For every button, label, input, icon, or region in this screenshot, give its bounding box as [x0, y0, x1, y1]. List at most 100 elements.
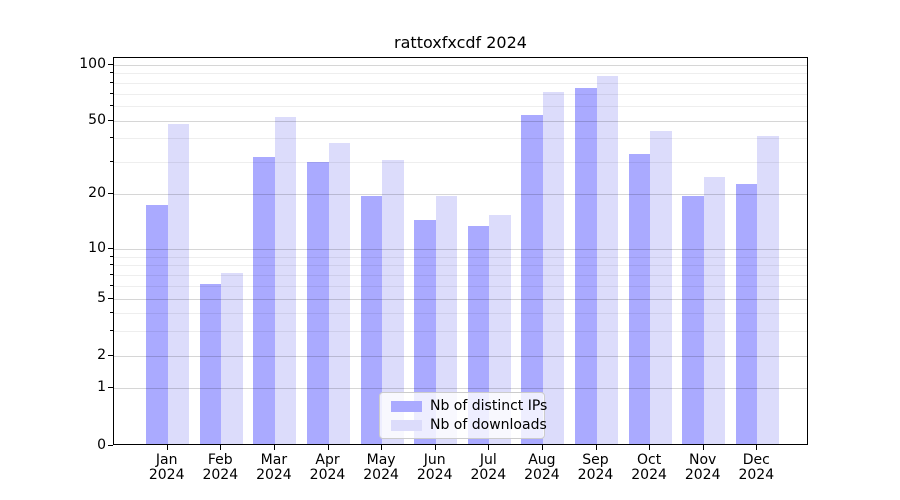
- x-tick-feb: [220, 445, 222, 450]
- x-tick-label-apr: Apr 2024: [296, 453, 360, 483]
- gridline-minor-4: [114, 312, 807, 314]
- x-tick-label-sep: Sep 2024: [564, 453, 628, 483]
- x-tick-label-may: May 2024: [349, 453, 413, 483]
- bar-apr-downloads: [328, 142, 350, 444]
- y-tick-20: [108, 193, 113, 194]
- bar-sep-downloads: [596, 76, 618, 444]
- y-tick-minor-70: [110, 92, 113, 94]
- x-tick-label-year-apr: 2024: [309, 467, 346, 483]
- x-tick-jun: [434, 445, 436, 450]
- gridline-minor-8: [114, 265, 807, 267]
- bar-oct-distinct-ips: [628, 154, 651, 444]
- y-tick-10: [108, 248, 113, 249]
- bar-jul-distinct-ips: [467, 226, 490, 444]
- bar-may-distinct-ips: [360, 196, 383, 444]
- gridline-major-2: [114, 356, 807, 357]
- x-tick-label-jul: Jul 2024: [456, 453, 520, 483]
- y-tick-1: [108, 386, 113, 388]
- legend: Nb of distinct IPs Nb of downloads: [379, 392, 547, 439]
- y-tick-minor-6: [110, 284, 113, 286]
- gridline-major-20: [114, 194, 807, 195]
- x-tick-label-oct: Oct 2024: [617, 453, 681, 483]
- legend-label-downloads: Nb of downloads: [430, 417, 547, 433]
- x-tick-label-year-jul: 2024: [470, 467, 507, 483]
- gridline-minor-60: [114, 105, 807, 107]
- bar-jul-downloads: [489, 214, 511, 444]
- x-tick-label-year-oct: 2024: [631, 467, 667, 483]
- bar-jan-downloads: [167, 123, 190, 444]
- y-tick-0: [108, 445, 113, 446]
- bar-jun-distinct-ips: [414, 220, 436, 444]
- x-tick-aug: [541, 445, 543, 450]
- x-tick-may: [381, 445, 383, 450]
- x-tick-nov: [702, 445, 704, 450]
- chart-title: rattoxfxcdf 2024: [394, 33, 527, 52]
- bar-aug-distinct-ips: [521, 115, 543, 444]
- y-tick-5: [108, 298, 113, 299]
- y-tick-label-0: 0: [97, 437, 106, 453]
- y-tick-2: [108, 355, 113, 356]
- bar-apr-distinct-ips: [307, 162, 329, 444]
- legend-item-downloads: Nb of downloads: [386, 417, 547, 433]
- x-tick-apr: [327, 445, 329, 450]
- gridline-minor-6: [114, 285, 807, 287]
- plot-area: [113, 57, 808, 445]
- bar-dec-downloads: [757, 136, 779, 444]
- bar-jan-distinct-ips: [146, 204, 168, 444]
- x-tick-label-year-feb: 2024: [202, 467, 239, 483]
- gridline-minor-9: [114, 256, 807, 258]
- bar-nov-distinct-ips: [682, 196, 704, 444]
- y-tick-minor-3: [110, 329, 113, 331]
- y-tick-minor-4: [110, 311, 113, 313]
- y-tick-100: [108, 64, 113, 65]
- y-tick-label-10: 10: [88, 240, 106, 256]
- gridline-minor-40: [114, 138, 807, 140]
- bar-feb-distinct-ips: [199, 283, 222, 444]
- x-tick-dec: [756, 445, 758, 450]
- gridline-minor-80: [114, 82, 807, 84]
- bar-feb-downloads: [221, 272, 243, 444]
- y-tick-minor-7: [110, 273, 113, 275]
- y-tick-minor-80: [110, 81, 113, 83]
- gridline-major-100: [114, 65, 807, 66]
- x-tick-label-mar: Mar 2024: [242, 453, 306, 483]
- gridline-major-50: [114, 120, 807, 122]
- y-tick-label-1: 1: [97, 378, 106, 395]
- x-tick-label-aug: Aug 2024: [510, 453, 574, 483]
- y-tick-label-5: 5: [97, 290, 106, 306]
- x-tick-label-year-nov: 2024: [684, 467, 721, 483]
- bar-dec-distinct-ips: [735, 184, 758, 444]
- x-tick-sep: [595, 445, 597, 450]
- x-tick-label-dec: Dec 2024: [724, 453, 788, 483]
- y-tick-label-2: 2: [97, 347, 106, 363]
- bar-mar-distinct-ips: [253, 156, 275, 444]
- legend-label-distinct-ips: Nb of distinct IPs: [430, 398, 548, 414]
- gridline-major-10: [114, 249, 807, 250]
- legend-item-distinct-ips: Nb of distinct IPs: [386, 398, 547, 414]
- y-tick-label-50: 50: [88, 111, 106, 128]
- gridline-minor-70: [114, 93, 807, 95]
- bar-aug-downloads: [542, 91, 565, 444]
- legend-swatch-downloads-icon: [391, 419, 422, 431]
- x-tick-label-feb: Feb 2024: [188, 453, 252, 483]
- x-tick-label-nov: Nov 2024: [671, 453, 735, 483]
- y-tick-minor-90: [110, 72, 113, 74]
- y-tick-minor-60: [110, 104, 113, 106]
- x-tick-label-year-mar: 2024: [256, 467, 292, 483]
- x-tick-label-year-sep: 2024: [577, 467, 614, 483]
- bar-oct-downloads: [650, 130, 672, 444]
- gridline-minor-7: [114, 274, 807, 276]
- y-tick-minor-30: [110, 160, 113, 162]
- y-tick-minor-8: [110, 264, 113, 266]
- y-tick-minor-9: [110, 255, 113, 257]
- legend-swatch-distinct-ips-icon: [391, 400, 422, 412]
- x-tick-label-jan: Jan 2024: [135, 453, 199, 483]
- y-tick-50: [108, 119, 113, 121]
- y-tick-minor-40: [110, 137, 113, 139]
- x-tick-label-year-aug: 2024: [524, 467, 560, 483]
- x-tick-label-year-jan: 2024: [148, 467, 185, 483]
- bar-nov-downloads: [703, 177, 726, 444]
- x-tick-mar: [273, 445, 275, 450]
- x-tick-jul: [488, 445, 490, 450]
